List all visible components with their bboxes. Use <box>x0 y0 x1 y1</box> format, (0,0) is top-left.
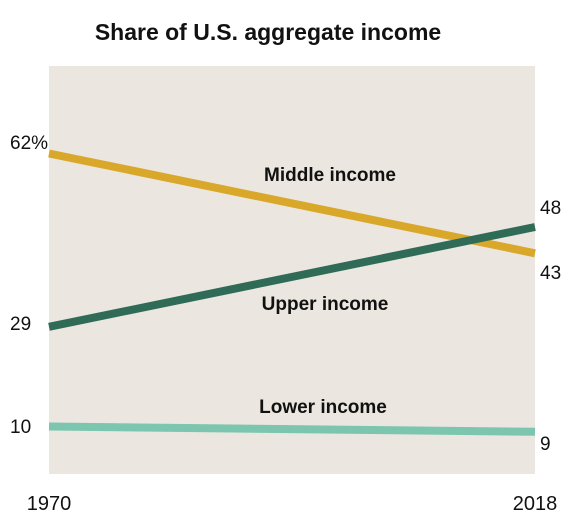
series-line-middle-income <box>48 149 536 258</box>
start-value-label-upper-income: 29 <box>10 314 31 335</box>
x-tick-1970: 1970 <box>27 493 72 515</box>
end-value-label-upper-income: 48 <box>540 198 561 219</box>
series-label-lower-income: Lower income <box>259 397 387 418</box>
series-label-middle-income: Middle income <box>264 165 396 186</box>
series-line-upper-income <box>48 223 536 331</box>
end-value-label-lower-income: 9 <box>540 434 551 455</box>
chart-title: Share of U.S. aggregate income <box>95 19 441 45</box>
start-value-label-middle-income: 62% <box>10 133 48 154</box>
series-line-lower-income <box>48 422 536 436</box>
start-value-label-lower-income: 10 <box>10 417 31 438</box>
series-label-upper-income: Upper income <box>262 294 389 315</box>
end-value-label-middle-income: 43 <box>540 263 561 284</box>
x-tick-2018: 2018 <box>513 493 558 515</box>
plot-background <box>49 66 535 474</box>
